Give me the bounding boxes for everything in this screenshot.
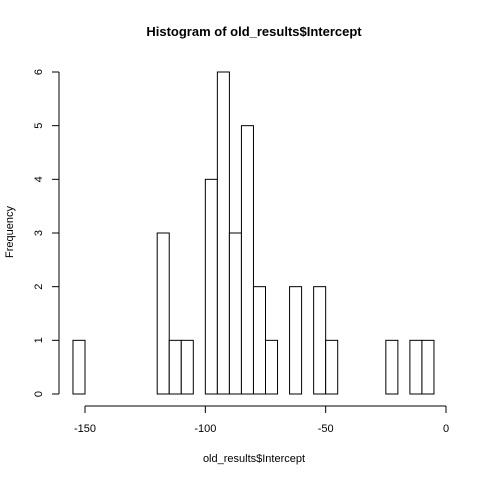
histogram-bar bbox=[325, 339, 339, 395]
y-tick-label: 4 bbox=[33, 176, 45, 182]
x-axis: -150 -100 -50 0 bbox=[74, 405, 449, 435]
y-tick-label: 0 bbox=[33, 391, 45, 397]
x-tick-label: -50 bbox=[318, 423, 334, 435]
histogram-bar bbox=[156, 232, 170, 395]
histogram-bars bbox=[72, 71, 435, 395]
histogram-bar bbox=[289, 286, 303, 395]
chart-title: Histogram of old_results$Intercept bbox=[146, 24, 362, 39]
y-axis: 0 1 2 3 4 5 6 bbox=[33, 69, 60, 397]
histogram-bar bbox=[252, 286, 266, 395]
y-tick-label: 2 bbox=[33, 284, 45, 290]
y-tick-label: 1 bbox=[33, 337, 45, 343]
histogram-bar bbox=[265, 339, 279, 395]
histogram-bar bbox=[228, 232, 242, 395]
y-tick-label: 3 bbox=[33, 230, 45, 236]
histogram-bar bbox=[204, 178, 218, 395]
histogram-bar bbox=[180, 339, 194, 395]
histogram-bar bbox=[409, 339, 423, 395]
histogram-bar bbox=[421, 339, 435, 395]
histogram-bar bbox=[216, 71, 230, 395]
x-tick-label: -150 bbox=[74, 423, 96, 435]
y-axis-label: Frequency bbox=[4, 206, 16, 258]
x-tick-label: -100 bbox=[194, 423, 216, 435]
histogram-bar bbox=[168, 339, 182, 395]
y-tick-label: 5 bbox=[33, 123, 45, 129]
histogram-bar bbox=[385, 339, 399, 395]
histogram-bar bbox=[72, 339, 86, 395]
histogram-bar bbox=[240, 125, 254, 395]
histogram-bar bbox=[313, 286, 327, 395]
x-tick-label: 0 bbox=[443, 423, 449, 435]
y-tick-label: 6 bbox=[33, 69, 45, 75]
x-axis-label: old_results$Intercept bbox=[203, 453, 305, 465]
